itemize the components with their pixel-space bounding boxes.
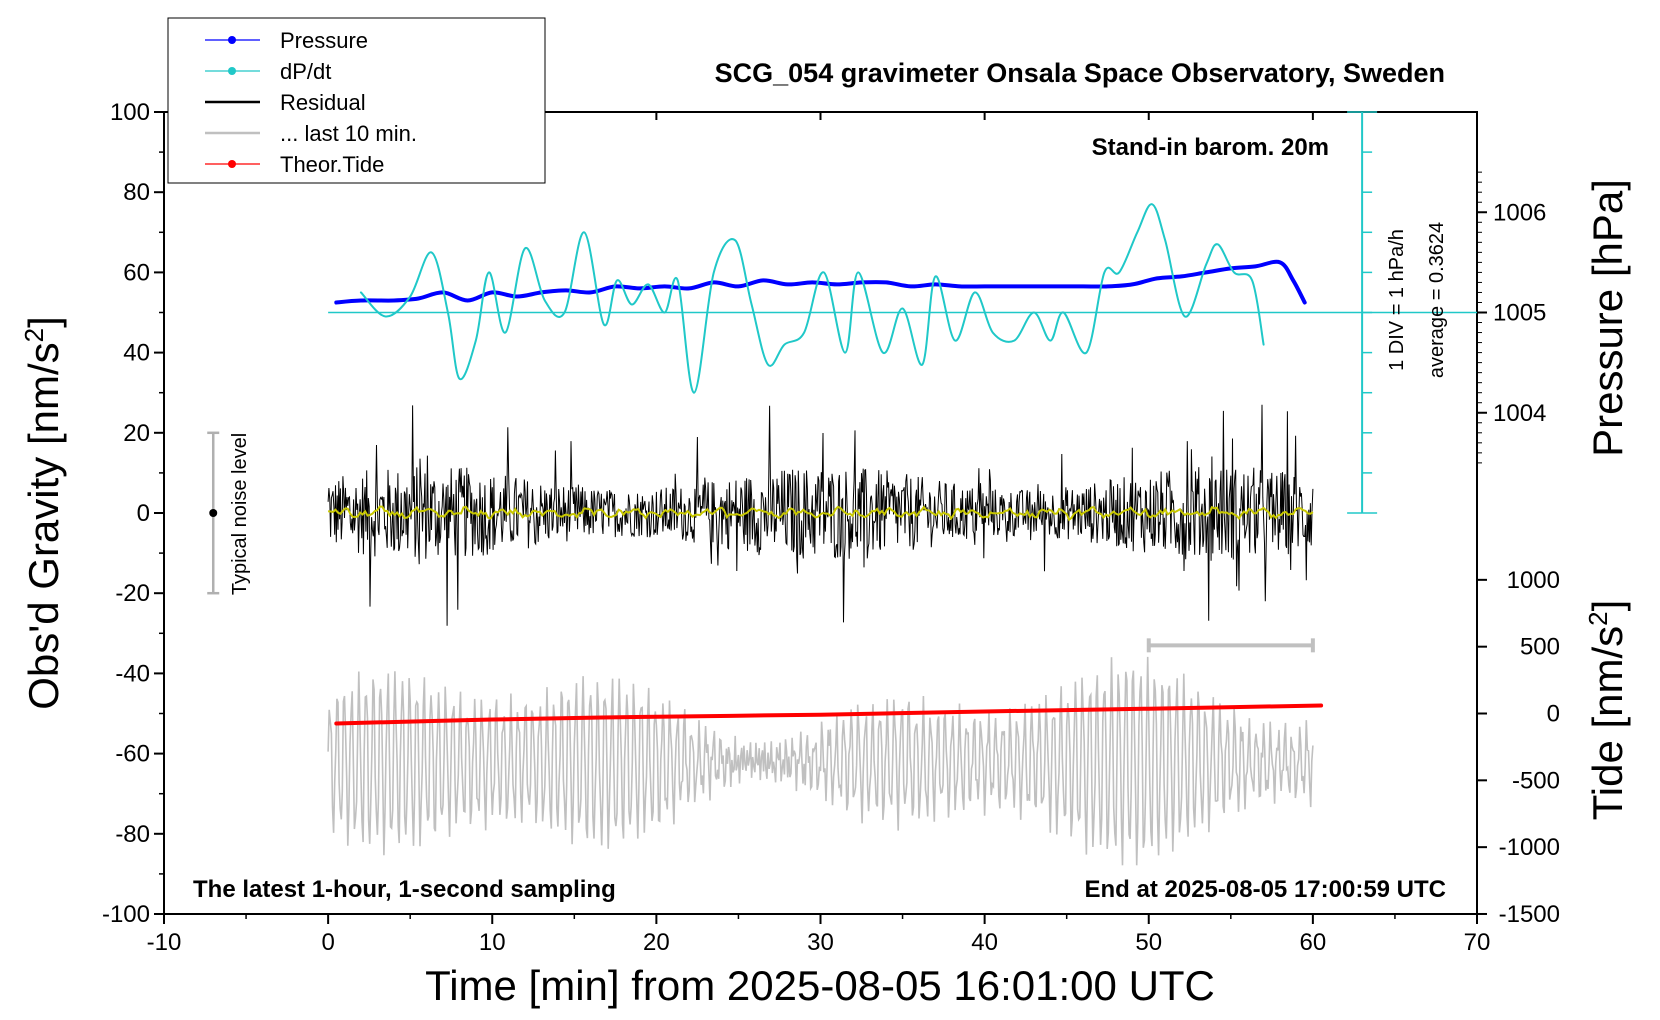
x-axis-title: Time [min] from 2025-08-05 16:01:00 UTC (425, 962, 1215, 1009)
x-tick-label: 60 (1300, 929, 1327, 956)
x-tick-label: 0 (321, 929, 334, 956)
x-tick-label: 30 (807, 929, 834, 956)
series-theor-tide-line (334, 703, 1324, 726)
last-10min-line (327, 656, 1314, 866)
y-tick-label: -80 (115, 821, 150, 848)
series-layer (327, 111, 1477, 866)
axis-ticks: -10 0 10 20 30 40 50 60 70-100-80-60-40-20020406… (102, 99, 1560, 956)
pressure-tick-label: 1006 (1493, 199, 1546, 226)
tide-tick-label: -1000 (1499, 834, 1560, 861)
x-tick-label: 10 (479, 929, 506, 956)
pressure-tick-label: 1004 (1493, 400, 1546, 427)
y-tick-label: -100 (102, 901, 150, 928)
legend-marker (228, 36, 236, 44)
y-tick-label: 20 (123, 420, 150, 447)
x-tick-label: 20 (643, 929, 670, 956)
div-label: 1 DIV = 1 hPa/h (1386, 229, 1408, 371)
x-tick-label: -10 (147, 929, 182, 956)
residual-line (327, 404, 1314, 626)
average-label: average = 0.3624 (1426, 222, 1448, 378)
y-axis-title-pressure: Pressure [hPa] (1584, 179, 1631, 457)
series-dp-dt-line (359, 203, 1265, 394)
noise-label: Typical noise level (229, 433, 251, 595)
legend-marker (228, 67, 236, 75)
y-tick-label: 0 (137, 500, 150, 527)
annotations-layer (207, 431, 1315, 653)
x-tick-label: 40 (971, 929, 998, 956)
y-axis-title-left: Obs'd Gravity [nm/s2] (19, 316, 67, 710)
legend-label: ... last 10 min. (280, 121, 417, 146)
y-tick-label: -20 (115, 580, 150, 607)
y-tick-label: 40 (123, 340, 150, 367)
legend-label: Pressure (280, 28, 368, 53)
y-tick-label: -60 (115, 741, 150, 768)
pressure-tick-label: 1005 (1493, 300, 1546, 327)
legend-marker (228, 160, 236, 168)
legend: Pressure dP/dt Residual ... last 10 min. The… (167, 17, 546, 184)
residual-smoothed-line (328, 505, 1314, 522)
x-tick-label: 70 (1464, 929, 1491, 956)
tide-tick-label: 0 (1547, 701, 1560, 728)
x-tick-label: 50 (1135, 929, 1162, 956)
barometer-label: Stand-in barom. 20m (1092, 134, 1329, 161)
y-tick-label: -40 (115, 660, 150, 687)
legend-label: Residual (280, 90, 366, 115)
legend-label: dP/dt (280, 59, 331, 84)
tide-tick-label: 1000 (1507, 567, 1560, 594)
y-tick-label: 80 (123, 179, 150, 206)
chart-title: SCG_054 gravimeter Onsala Space Observat… (715, 58, 1445, 88)
tide-tick-label: 500 (1520, 634, 1560, 661)
series-pressure-line (334, 259, 1307, 305)
noise-bar-center-dot (209, 509, 218, 517)
y-axis-title-tide: Tide [nm/s2] (1583, 600, 1631, 821)
tide-tick-label: -1500 (1499, 901, 1560, 928)
tide-tick-label: -500 (1512, 767, 1560, 794)
legend-label: Theor.Tide (280, 152, 384, 177)
latest-label: The latest 1-hour, 1-second sampling (193, 876, 616, 903)
y-tick-label: 100 (110, 99, 150, 126)
y-tick-label: 60 (123, 259, 150, 286)
legend-box (167, 17, 546, 184)
end-label: End at 2025-08-05 17:00:59 UTC (1085, 876, 1447, 903)
